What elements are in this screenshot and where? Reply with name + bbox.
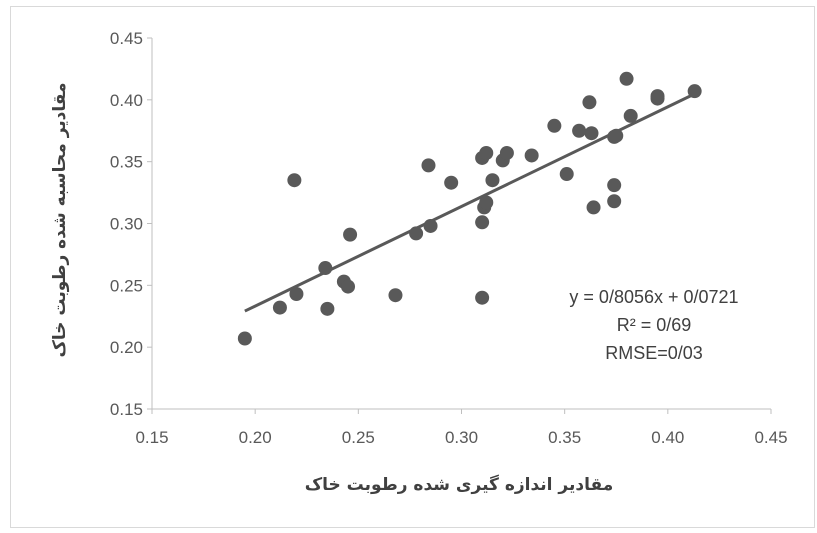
data-point	[619, 71, 634, 86]
data-point	[341, 279, 356, 294]
data-point	[444, 175, 459, 190]
x-tick-label: 0.25	[342, 428, 375, 447]
data-point	[547, 118, 562, 133]
data-point	[485, 173, 500, 188]
x-axis-title: مقادیر اندازه گیری شده رطوبت خاک	[305, 474, 614, 495]
annotations: y = 0/8056x + 0/0721 R² = 0/69 RMSE=0/03	[569, 287, 738, 363]
axes	[147, 37, 772, 414]
trendline	[244, 92, 696, 313]
r-squared-label: R² = 0/69	[617, 315, 692, 335]
data-point	[623, 108, 638, 123]
tick-labels: 0.15 0.20 0.25 0.30 0.35 0.40 0.45 0.15 0.20 0.25…	[110, 29, 788, 447]
data-point	[423, 218, 438, 233]
data-point	[320, 301, 335, 316]
data-point	[343, 227, 358, 242]
data-point	[609, 128, 624, 143]
x-tick-label: 0.45	[754, 428, 787, 447]
x-tick-label: 0.40	[651, 428, 684, 447]
data-point	[479, 146, 494, 161]
data-point	[409, 226, 424, 241]
y-tick-label: 0.20	[110, 338, 143, 357]
data-point	[421, 158, 436, 173]
x-tick-label: 0.20	[239, 428, 272, 447]
data-point	[289, 286, 304, 301]
data-point	[318, 261, 333, 276]
data-point	[475, 215, 490, 230]
data-point	[572, 123, 587, 138]
y-tick-label: 0.15	[110, 400, 143, 419]
data-point	[475, 290, 490, 305]
data-point	[237, 331, 252, 346]
data-point	[607, 178, 622, 193]
data-point	[287, 173, 302, 188]
rmse-label: RMSE=0/03	[605, 343, 703, 363]
data-point	[499, 146, 514, 161]
data-point	[388, 288, 403, 303]
data-point	[607, 194, 622, 209]
y-tick-label: 0.25	[110, 276, 143, 295]
scatter-chart: 0.15 0.20 0.25 0.30 0.35 0.40 0.45 0.15 0.20 0.25…	[50, 29, 788, 495]
trendline-group	[244, 92, 696, 313]
y-tick-label: 0.45	[110, 29, 143, 48]
data-point	[582, 95, 597, 110]
data-point	[650, 89, 665, 104]
x-tick-label: 0.30	[445, 428, 478, 447]
y-tick-label: 0.35	[110, 153, 143, 172]
y-tick-label: 0.40	[110, 91, 143, 110]
data-point	[479, 195, 494, 210]
chart-frame: 0.15 0.20 0.25 0.30 0.35 0.40 0.45 0.15 0.20 0.25…	[10, 6, 815, 528]
y-tick-label: 0.30	[110, 215, 143, 234]
data-point	[272, 300, 287, 315]
data-points	[237, 71, 702, 346]
regression-equation: y = 0/8056x + 0/0721	[569, 287, 738, 307]
data-point	[586, 200, 601, 215]
x-tick-label: 0.15	[135, 428, 168, 447]
data-point	[559, 167, 574, 182]
data-point	[584, 126, 599, 141]
data-point	[687, 84, 702, 99]
x-tick-label: 0.35	[548, 428, 581, 447]
y-axis-title: مقادیر محاسبه شده رطوبت خاک	[50, 82, 70, 357]
data-point	[524, 148, 539, 163]
